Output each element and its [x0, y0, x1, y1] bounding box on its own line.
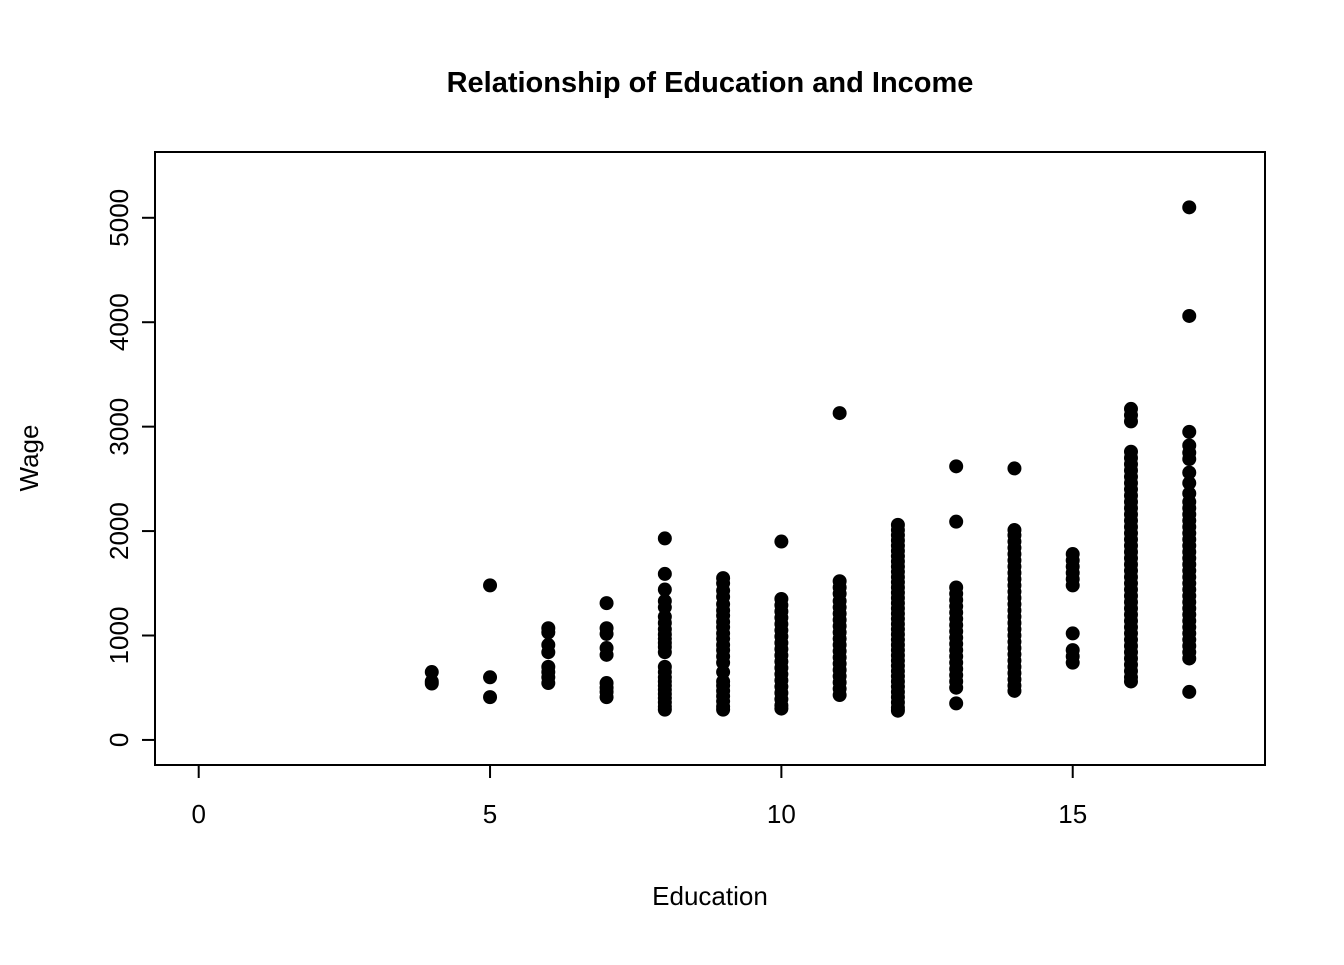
data-point	[483, 578, 498, 593]
x-axis-tick-label: 15	[1058, 799, 1087, 829]
data-point	[1007, 461, 1022, 476]
data-point	[657, 702, 672, 717]
data-point	[657, 582, 672, 597]
data-point	[541, 645, 556, 660]
data-point	[949, 514, 964, 529]
data-point	[1123, 414, 1138, 429]
data-point	[483, 690, 498, 705]
y-axis-tick-label: 0	[104, 733, 134, 747]
data-point	[774, 701, 789, 716]
data-point	[774, 534, 789, 549]
data-points	[424, 200, 1197, 718]
data-point	[599, 690, 614, 705]
data-point	[716, 702, 731, 717]
data-point	[1182, 424, 1197, 439]
data-point	[1065, 578, 1080, 593]
data-point	[541, 676, 556, 691]
data-point	[1182, 200, 1197, 215]
data-point	[1182, 308, 1197, 323]
y-axis-tick-label: 1000	[104, 607, 134, 665]
y-axis-tick-label: 3000	[104, 398, 134, 456]
data-point	[1182, 465, 1197, 480]
x-axis-tick-label: 5	[483, 799, 497, 829]
plot-border	[154, 151, 1266, 766]
data-point	[1065, 626, 1080, 641]
data-point	[949, 459, 964, 474]
data-point	[599, 647, 614, 662]
y-axis-tick-label: 4000	[104, 293, 134, 351]
x-axis-label: Education	[652, 881, 768, 911]
chart-title: Relationship of Education and Income	[447, 67, 974, 99]
data-point	[832, 406, 847, 421]
data-point	[599, 626, 614, 641]
data-point	[832, 688, 847, 703]
data-point	[657, 645, 672, 660]
axis-ticks: 0 5 10 15 0 1000 2000 3000 4000 5000	[104, 189, 1087, 829]
data-point	[483, 670, 498, 685]
data-point	[1182, 684, 1197, 699]
data-point	[949, 696, 964, 711]
data-point	[424, 676, 439, 691]
data-point	[1182, 651, 1197, 666]
data-point	[599, 596, 614, 611]
data-point	[657, 566, 672, 581]
data-point	[657, 531, 672, 546]
data-point	[1007, 683, 1022, 698]
data-point	[1065, 655, 1080, 670]
data-point	[1182, 476, 1197, 491]
data-point	[890, 703, 905, 718]
x-axis-tick-label: 10	[767, 799, 796, 829]
y-axis-tick-label: 2000	[104, 502, 134, 560]
y-axis-label: Wage	[14, 425, 44, 492]
data-point	[1123, 674, 1138, 689]
data-point	[541, 625, 556, 640]
x-axis-tick-label: 0	[191, 799, 205, 829]
y-axis-tick-label: 5000	[104, 189, 134, 247]
data-point	[949, 680, 964, 695]
data-point	[1182, 452, 1197, 467]
